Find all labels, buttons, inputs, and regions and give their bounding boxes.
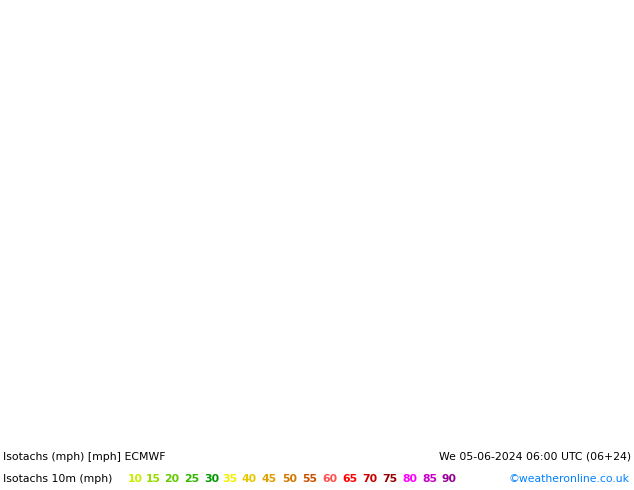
Text: Isotachs 10m (mph): Isotachs 10m (mph): [3, 474, 112, 484]
Text: 80: 80: [402, 474, 417, 484]
Text: 20: 20: [164, 474, 179, 484]
Text: 70: 70: [362, 474, 377, 484]
Text: 65: 65: [342, 474, 357, 484]
Text: Isotachs (mph) [mph] ECMWF: Isotachs (mph) [mph] ECMWF: [3, 452, 165, 462]
Text: ©weatheronline.co.uk: ©weatheronline.co.uk: [508, 474, 629, 484]
Text: 75: 75: [382, 474, 397, 484]
Text: 30: 30: [204, 474, 219, 484]
Text: 85: 85: [422, 474, 437, 484]
Text: We 05-06-2024 06:00 UTC (06+24): We 05-06-2024 06:00 UTC (06+24): [439, 452, 631, 462]
Text: 60: 60: [322, 474, 337, 484]
Text: 40: 40: [242, 474, 257, 484]
Text: 55: 55: [302, 474, 317, 484]
Text: 50: 50: [282, 474, 297, 484]
Text: 15: 15: [146, 474, 161, 484]
Text: 90: 90: [442, 474, 457, 484]
Text: 45: 45: [262, 474, 277, 484]
Text: 25: 25: [184, 474, 199, 484]
Text: 35: 35: [222, 474, 237, 484]
Text: 10: 10: [128, 474, 143, 484]
